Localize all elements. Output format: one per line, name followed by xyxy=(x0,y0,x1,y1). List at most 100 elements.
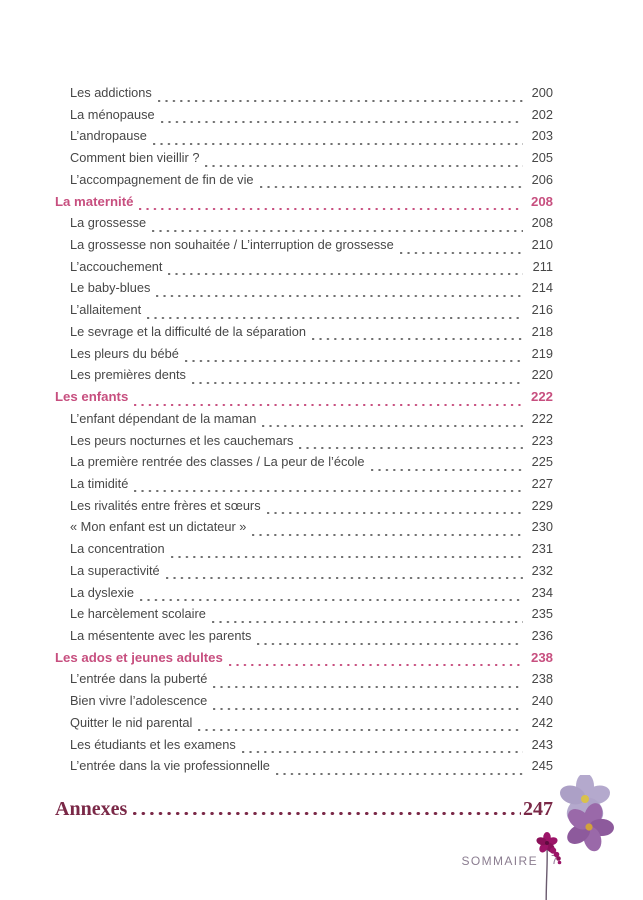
purple-flower xyxy=(567,803,614,852)
toc-entry-label: L’entrée dans la puberté xyxy=(70,671,208,687)
dotted-leader xyxy=(399,237,523,259)
toc-item-row: L’accouchement 211 xyxy=(55,258,553,281)
toc-item-row: La mésentente avec les parents 236 xyxy=(55,627,553,650)
toc-entry-label: Les enfants xyxy=(55,389,129,405)
flower-bud xyxy=(549,847,557,854)
toc-entry-page-number: 231 xyxy=(531,541,553,557)
flower-bud xyxy=(553,851,560,858)
dotted-leader xyxy=(157,85,523,107)
toc-entry-label: Bien vivre l’adolescence xyxy=(70,693,208,709)
toc-entry-page-number: 232 xyxy=(531,562,553,578)
dotted-leader xyxy=(184,345,523,368)
toc-entry-label: Les ados et jeunes adultes xyxy=(55,649,223,665)
toc-item-row: Le baby-blues 214 xyxy=(55,280,553,303)
toc-entry-page-number: 206 xyxy=(531,171,553,187)
toc-item-row: Les peurs nocturnes et les cauchemars 22… xyxy=(55,432,553,455)
dotted-leader xyxy=(311,323,523,346)
toc-entry-label: La ménopause xyxy=(70,106,155,122)
toc-entry-page-number: 210 xyxy=(531,237,553,253)
toc-item-row: Quitter le nid parental 242 xyxy=(55,714,553,737)
toc-entry-label: Les étudiants et les examens xyxy=(70,736,236,752)
toc-item-row: L’accompagnement de fin de vie 206 xyxy=(55,171,553,194)
flower-stem xyxy=(545,846,548,900)
toc-item-row: L’entrée dans la puberté 238 xyxy=(55,671,553,694)
toc-item-row: La première rentrée des classes / La peu… xyxy=(55,454,553,476)
toc-entry-label: Comment bien vieillir ? xyxy=(70,150,200,166)
dotted-leader xyxy=(168,258,523,281)
toc-entry-label: Les peurs nocturnes et les cauchemars xyxy=(70,432,294,448)
dotted-leader xyxy=(211,606,523,628)
toc-entry-label: La grossesse non souhaitée / L’interrupt… xyxy=(70,237,394,253)
toc-item-row: La timidité 227 xyxy=(55,475,553,498)
toc-item-row: Les étudiants et les examens 243 xyxy=(55,736,553,759)
toc-entry-label: La mésentente avec les parents xyxy=(70,627,252,643)
toc-entry-label: Le sevrage et la difficulté de la sépara… xyxy=(70,323,306,339)
toc-entry-page-number: 238 xyxy=(530,649,553,665)
toc-item-row: La dyslexie 234 xyxy=(55,584,553,607)
dotted-leader xyxy=(140,584,523,607)
toc-entry-label: La concentration xyxy=(70,541,165,557)
toc-entry-page-number: 218 xyxy=(531,323,553,339)
toc-item-row: Comment bien vieillir ? 205 xyxy=(55,150,553,172)
dotted-leader xyxy=(191,367,523,390)
toc-entry-label: La maternité xyxy=(55,193,134,209)
toc-item-row: La grossesse 208 xyxy=(55,215,553,238)
dotted-leader xyxy=(228,649,523,672)
toc-entry-label: Les rivalités entre frères et sœurs xyxy=(70,497,261,513)
dotted-leader xyxy=(139,193,523,216)
toc-item-row: La superactivité 232 xyxy=(55,562,553,585)
toc-entry-page-number: 225 xyxy=(531,454,553,470)
toc-entry-label: Le baby-blues xyxy=(70,280,151,296)
toc-entry-label: La dyslexie xyxy=(70,584,135,600)
toc-entry-label: L’allaitement xyxy=(70,302,142,318)
dotted-leader xyxy=(299,432,523,455)
dotted-leader xyxy=(262,410,523,433)
toc-entry-page-number: 230 xyxy=(531,519,553,535)
toc-entry-label: L’accouchement xyxy=(70,258,163,274)
toc-entry-page-number: 227 xyxy=(531,475,553,491)
toc-entry-label: La grossesse xyxy=(70,215,147,231)
toc-entry-label: Les pleurs du bébé xyxy=(70,345,179,361)
toc-entry-label: La superactivité xyxy=(70,562,160,578)
toc-entry-page-number: 242 xyxy=(531,714,553,730)
annexes-page-number: 247 xyxy=(523,798,553,820)
toc-item-row: « Mon enfant est un dictateur » 230 xyxy=(55,519,553,542)
toc-item-row: Les premières dents 220 xyxy=(55,367,553,390)
toc-entry-label: La première rentrée des classes / La peu… xyxy=(70,454,365,470)
toc-item-row: La grossesse non souhaitée / L’interrupt… xyxy=(55,237,553,259)
toc-entry-page-number: 238 xyxy=(531,671,553,687)
toc-item-row: L’andropause 203 xyxy=(55,128,553,151)
dotted-leader xyxy=(147,302,523,324)
dotted-leader xyxy=(160,106,523,129)
dotted-leader xyxy=(165,562,523,585)
toc-entry-page-number: 216 xyxy=(531,302,553,318)
flower-bud xyxy=(557,860,562,865)
dotted-leader xyxy=(213,671,523,694)
toc-entry-page-number: 234 xyxy=(531,584,553,600)
toc-item-row: L’entrée dans la vie professionnelle 245 xyxy=(55,758,553,780)
dotted-leader xyxy=(257,627,523,650)
toc-entry-page-number: 214 xyxy=(531,280,553,296)
flower-decoration xyxy=(536,775,614,900)
toc-entry-page-number: 235 xyxy=(531,606,553,622)
toc-entry-page-number: 219 xyxy=(531,345,553,361)
toc-entry-page-number: 203 xyxy=(531,128,553,144)
toc-entry-page-number: 243 xyxy=(531,736,553,752)
footer-section-label: SOMMAIRE xyxy=(461,854,538,868)
dotted-leader xyxy=(259,171,523,194)
toc-item-row: La ménopause 202 xyxy=(55,106,553,129)
toc-entry-page-number: 245 xyxy=(531,758,553,774)
toc-item-row: La concentration 231 xyxy=(55,541,553,563)
toc-entry-label: Les premières dents xyxy=(70,367,186,383)
toc-entry-page-number: 202 xyxy=(531,106,553,122)
toc-item-row: Les pleurs du bébé 219 xyxy=(55,345,553,368)
toc-entry-page-number: 223 xyxy=(531,432,553,448)
toc-entry-label: Les addictions xyxy=(70,85,152,100)
dotted-leader xyxy=(198,714,523,737)
toc-entry-page-number: 205 xyxy=(531,150,553,166)
dotted-leader xyxy=(134,389,523,411)
annexes-label: Annexes xyxy=(55,798,128,820)
dotted-leader xyxy=(152,215,523,238)
dotted-leader xyxy=(170,541,523,563)
